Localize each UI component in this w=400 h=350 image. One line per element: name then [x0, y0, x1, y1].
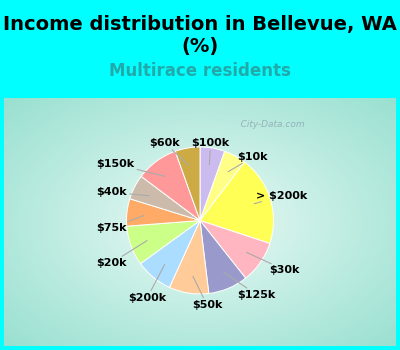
- Wedge shape: [200, 220, 270, 278]
- Text: $10k: $10k: [228, 152, 268, 172]
- Text: $60k: $60k: [150, 138, 189, 166]
- Text: $200k: $200k: [128, 265, 166, 303]
- Wedge shape: [200, 220, 246, 293]
- Text: City-Data.com: City-Data.com: [232, 120, 305, 130]
- Text: $40k: $40k: [96, 187, 149, 197]
- Text: $100k: $100k: [192, 138, 230, 164]
- Text: $30k: $30k: [247, 252, 300, 275]
- Text: $150k: $150k: [96, 159, 165, 176]
- Wedge shape: [200, 147, 225, 220]
- Wedge shape: [170, 220, 209, 294]
- Wedge shape: [200, 151, 245, 220]
- Text: $20k: $20k: [96, 240, 147, 268]
- Text: Income distribution in Bellevue, WA
(%): Income distribution in Bellevue, WA (%): [3, 15, 397, 56]
- Wedge shape: [126, 199, 200, 226]
- Wedge shape: [141, 151, 200, 220]
- Text: $125k: $125k: [223, 272, 276, 300]
- Text: $75k: $75k: [96, 216, 144, 232]
- Text: Multirace residents: Multirace residents: [109, 62, 291, 79]
- Wedge shape: [130, 176, 200, 220]
- Wedge shape: [140, 220, 200, 287]
- Text: $50k: $50k: [192, 276, 222, 310]
- Wedge shape: [200, 162, 274, 244]
- Wedge shape: [127, 220, 200, 264]
- Wedge shape: [175, 147, 200, 220]
- Text: > $200k: > $200k: [254, 191, 307, 204]
